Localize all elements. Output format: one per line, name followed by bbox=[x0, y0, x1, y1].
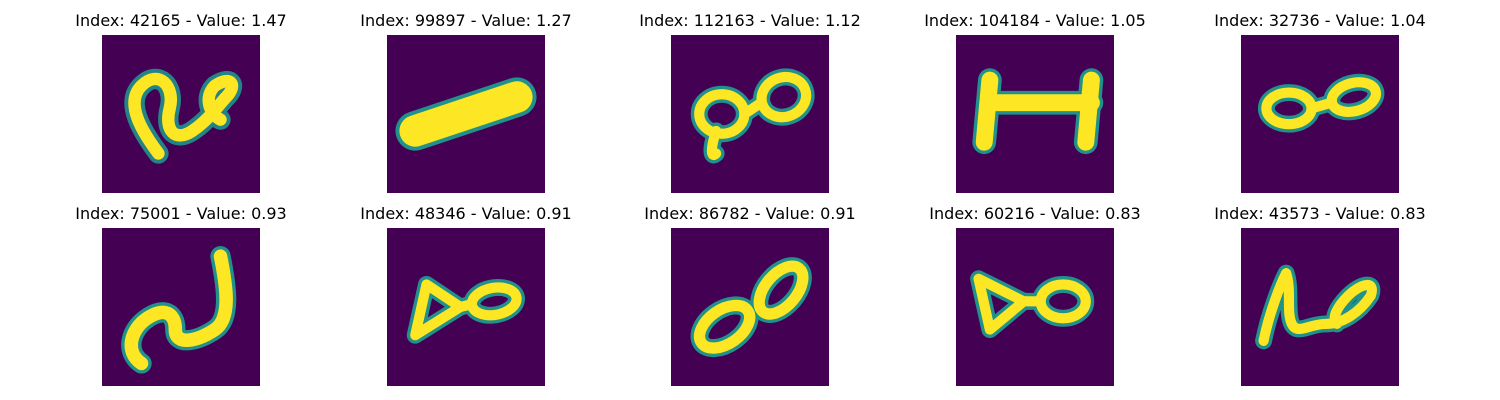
panel-title: Index: 75001 - Value: 0.93 bbox=[75, 204, 287, 223]
digit-image bbox=[1241, 228, 1399, 386]
eight-loops-shape bbox=[970, 270, 1095, 339]
eight-loops-shape bbox=[1257, 73, 1385, 133]
panel-title: Index: 112163 - Value: 1.12 bbox=[639, 11, 861, 30]
digit-image bbox=[671, 35, 829, 193]
s-curve-shape bbox=[121, 246, 237, 374]
panel-title: Index: 60216 - Value: 0.83 bbox=[929, 204, 1141, 223]
curved-two-shape bbox=[124, 68, 243, 164]
digit-image bbox=[102, 228, 260, 386]
slanted-loop-shape bbox=[1255, 264, 1381, 350]
eight-loops-shape bbox=[690, 257, 812, 358]
panel-title: Index: 42165 - Value: 1.47 bbox=[75, 11, 287, 30]
thick-bar-shape bbox=[395, 77, 537, 151]
digit-image bbox=[387, 35, 545, 193]
panel-title: Index: 43573 - Value: 0.83 bbox=[1214, 204, 1426, 223]
digit-image bbox=[387, 228, 545, 386]
digit-image bbox=[956, 35, 1114, 193]
digit-image bbox=[1241, 35, 1399, 193]
digit-image bbox=[671, 228, 829, 386]
eight-loops-shape bbox=[406, 275, 526, 344]
i-beam-shape bbox=[972, 68, 1104, 155]
panel-title: Index: 86782 - Value: 0.91 bbox=[644, 204, 856, 223]
panel-title: Index: 104184 - Value: 1.05 bbox=[924, 11, 1146, 30]
panel-title: Index: 32736 - Value: 1.04 bbox=[1214, 11, 1426, 30]
digit-image bbox=[102, 35, 260, 193]
digit-image bbox=[956, 228, 1114, 386]
eight-loops-shape bbox=[690, 68, 815, 164]
panel-title: Index: 48346 - Value: 0.91 bbox=[360, 204, 572, 223]
panel-title: Index: 99897 - Value: 1.27 bbox=[360, 11, 572, 30]
